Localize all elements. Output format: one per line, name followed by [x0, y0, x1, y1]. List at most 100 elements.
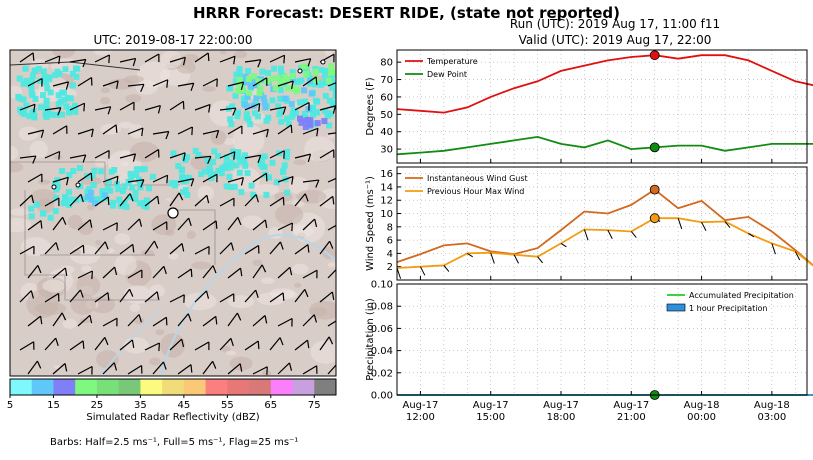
reflectivity-cell — [105, 178, 112, 185]
terrain-relief — [60, 265, 75, 275]
wind-barb-shaft — [152, 130, 169, 135]
y-tick-label: 16 — [380, 169, 393, 180]
colorbar-tick-label: 75 — [308, 400, 321, 411]
reflectivity-cell — [281, 74, 288, 81]
wind-barb-shaft — [302, 365, 318, 375]
wind-barb — [302, 76, 318, 87]
reflectivity-cell — [242, 152, 249, 159]
reflectivity-cell — [40, 210, 47, 217]
terrain-relief — [165, 198, 172, 201]
reflectivity-cell — [233, 71, 240, 78]
reflectivity-cell — [66, 202, 73, 209]
wind-barb — [724, 221, 731, 228]
wind-barb-shaft — [119, 193, 131, 207]
wind-barb-flag — [65, 81, 70, 90]
wind-barb — [127, 179, 145, 188]
wind-barb-shaft — [94, 337, 106, 351]
wind-barb-flag — [129, 193, 134, 202]
wind-barb-flag — [178, 192, 184, 201]
reflectivity-cell — [179, 189, 186, 196]
wind-barb-shaft — [227, 81, 244, 87]
wind-barb-flag — [61, 312, 67, 321]
wind-barb — [202, 173, 218, 183]
wind-barb-flag — [91, 270, 93, 280]
wind-barb-shaft — [102, 124, 117, 135]
wind-barb — [319, 240, 334, 255]
wind-barb-shaft — [77, 365, 93, 375]
reflectivity-cell — [69, 82, 76, 89]
wind-barb-shaft — [119, 153, 136, 159]
wind-barb — [319, 291, 335, 303]
reflectivity-cell — [312, 68, 319, 75]
wind-barb-shaft — [277, 362, 290, 375]
reflectivity-cell — [293, 88, 300, 95]
wind-barb — [177, 217, 192, 231]
wind-barb-flag — [116, 80, 119, 89]
wind-barb-shaft — [202, 315, 217, 327]
reflectivity-cell — [259, 68, 266, 75]
wind-barb-shaft — [302, 127, 319, 135]
wind-barb — [94, 292, 110, 303]
wind-barb-shaft — [27, 129, 44, 135]
reflectivity-cell — [236, 68, 243, 75]
reflectivity-cell — [304, 116, 311, 123]
terrain-relief — [149, 284, 165, 298]
wind-barb-shaft — [27, 360, 38, 375]
reflectivity-cell — [67, 106, 74, 113]
reflectivity-cell — [245, 76, 252, 83]
terrain-relief — [100, 96, 111, 105]
series-line-1 — [396, 54, 813, 114]
colorbar-label: Simulated Radar Reflectivity (dBZ) — [86, 412, 259, 423]
colorbar-segment — [183, 379, 207, 395]
reflectivity-cell — [278, 118, 285, 125]
wind-barb-shaft — [77, 270, 93, 279]
y-tick-label: 70 — [380, 75, 393, 86]
wind-barb-flag — [89, 315, 93, 324]
reflectivity-cell — [128, 184, 135, 191]
legend-label: Instantaneous Wind Gust — [427, 174, 528, 183]
reflectivity-cell — [321, 72, 328, 79]
reflectivity-cell — [269, 97, 276, 104]
terrain-relief — [42, 279, 65, 293]
reflectivity-cell — [228, 159, 235, 166]
wind-barb — [52, 267, 68, 279]
wind-barb — [244, 194, 259, 207]
reflectivity-cell — [143, 197, 150, 204]
legend-label: Temperature — [426, 57, 478, 66]
city-marker — [297, 68, 303, 74]
wind-barb-shaft — [94, 149, 110, 159]
wind-barb — [269, 337, 284, 351]
wind-barb-flag — [181, 243, 185, 252]
wind-barb — [52, 312, 67, 327]
reflectivity-cell — [321, 118, 328, 125]
reflectivity-cell — [93, 196, 100, 203]
reflectivity-cell — [132, 196, 139, 203]
wind-barb-flag — [307, 340, 310, 349]
wind-barb-shaft — [119, 339, 133, 351]
wind-barb-flag — [131, 339, 135, 348]
terrain-relief — [296, 189, 327, 204]
reflectivity-cell — [302, 63, 309, 70]
reflectivity-cell — [192, 147, 199, 154]
wind-barb — [127, 269, 143, 279]
legend-label: Accumulated Precipitation — [689, 291, 794, 300]
reflectivity-cell — [29, 72, 36, 79]
wind-barb — [19, 245, 35, 255]
colorbar-frame — [9, 378, 337, 396]
reflectivity-cell — [218, 170, 225, 177]
terrain-relief — [118, 121, 134, 129]
wind-barb-shaft — [202, 78, 218, 87]
terrain-relief — [232, 124, 265, 156]
terrain-relief — [292, 263, 309, 275]
wind-barb-shaft — [19, 103, 36, 111]
wind-barb — [44, 242, 59, 255]
reflectivity-cell — [260, 94, 267, 101]
wind-barb-shaft — [294, 101, 310, 111]
chart-panel-3: 0.00 0.02 0.04 0.06 0.08 0.10 Precipitation (i… — [365, 280, 813, 423]
wind-barb — [244, 289, 259, 303]
terrain-relief — [125, 94, 142, 103]
wind-barb — [419, 266, 426, 276]
terrain-relief — [253, 184, 280, 196]
reflectivity-cell — [227, 116, 234, 123]
